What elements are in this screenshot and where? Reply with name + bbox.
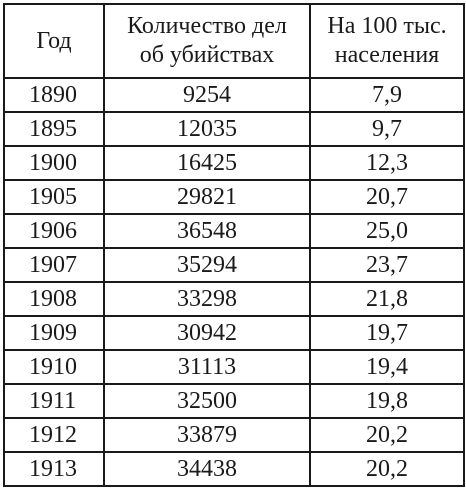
header-year-label: Год: [36, 27, 72, 54]
cases-cell: 33298: [103, 281, 311, 317]
table-row: 1905 29821 20,7: [3, 179, 465, 215]
table-row: 1912 33879 20,2: [3, 417, 465, 453]
per-100k-cell: 12,3: [309, 145, 465, 181]
year-cell: 1908: [3, 281, 105, 317]
cases-cell: 29821: [103, 179, 311, 215]
table-row: 1907 35294 23,7: [3, 247, 465, 283]
header-per-100k-line-2: населения: [334, 42, 440, 68]
cases-cell: 9254: [103, 77, 311, 113]
year-cell: 1912: [3, 417, 105, 453]
table-row: 1906 36548 25,0: [3, 213, 465, 249]
table-row: 1895 12035 9,7: [3, 111, 465, 147]
per-100k-cell: 23,7: [309, 247, 465, 283]
per-100k-cell: 25,0: [309, 213, 465, 249]
header-row: Год Количество дел об убийствах На 100 т…: [3, 3, 465, 79]
cases-cell: 12035: [103, 111, 311, 147]
cases-cell: 32500: [103, 383, 311, 419]
table-row: 1910 31113 19,4: [3, 349, 465, 385]
header-per-100k: На 100 тыс. населения: [309, 3, 465, 79]
year-cell: 1907: [3, 247, 105, 283]
per-100k-cell: 20,2: [309, 451, 465, 487]
year-cell: 1910: [3, 349, 105, 385]
year-cell: 1905: [3, 179, 105, 215]
cases-cell: 34438: [103, 451, 311, 487]
table-row: 1900 16425 12,3: [3, 145, 465, 181]
per-100k-cell: 19,7: [309, 315, 465, 351]
cases-cell: 36548: [103, 213, 311, 249]
year-cell: 1900: [3, 145, 105, 181]
cases-cell: 33879: [103, 417, 311, 453]
per-100k-cell: 19,8: [309, 383, 465, 419]
per-100k-cell: 9,7: [309, 111, 465, 147]
header-cases-line-2: об убийствах: [139, 42, 275, 68]
homicide-statistics-table: Год Количество дел об убийствах На 100 т…: [3, 3, 465, 487]
table-header: Год Количество дел об убийствах На 100 т…: [3, 3, 465, 79]
table-row: 1908 33298 21,8: [3, 281, 465, 317]
year-cell: 1895: [3, 111, 105, 147]
table-row: 1911 32500 19,8: [3, 383, 465, 419]
year-cell: 1913: [3, 451, 105, 487]
cases-cell: 16425: [103, 145, 311, 181]
table-row: 1909 30942 19,7: [3, 315, 465, 351]
cases-cell: 35294: [103, 247, 311, 283]
per-100k-cell: 20,7: [309, 179, 465, 215]
per-100k-cell: 21,8: [309, 281, 465, 317]
per-100k-cell: 20,2: [309, 417, 465, 453]
header-per-100k-line-1: На 100 тыс.: [327, 13, 447, 39]
year-cell: 1909: [3, 315, 105, 351]
cases-cell: 31113: [103, 349, 311, 385]
year-cell: 1890: [3, 77, 105, 113]
header-cases-line-1: Количество дел: [127, 13, 287, 39]
header-year: Год: [3, 3, 105, 79]
table-body: 1890 9254 7,9 1895 12035 9,7 1900 16425 12,3 1905…: [3, 77, 465, 487]
year-cell: 1911: [3, 383, 105, 419]
year-cell: 1906: [3, 213, 105, 249]
per-100k-cell: 7,9: [309, 77, 465, 113]
header-cases: Количество дел об убийствах: [103, 3, 311, 79]
table-row: 1890 9254 7,9: [3, 77, 465, 113]
per-100k-cell: 19,4: [309, 349, 465, 385]
cases-cell: 30942: [103, 315, 311, 351]
table-row: 1913 34438 20,2: [3, 451, 465, 487]
